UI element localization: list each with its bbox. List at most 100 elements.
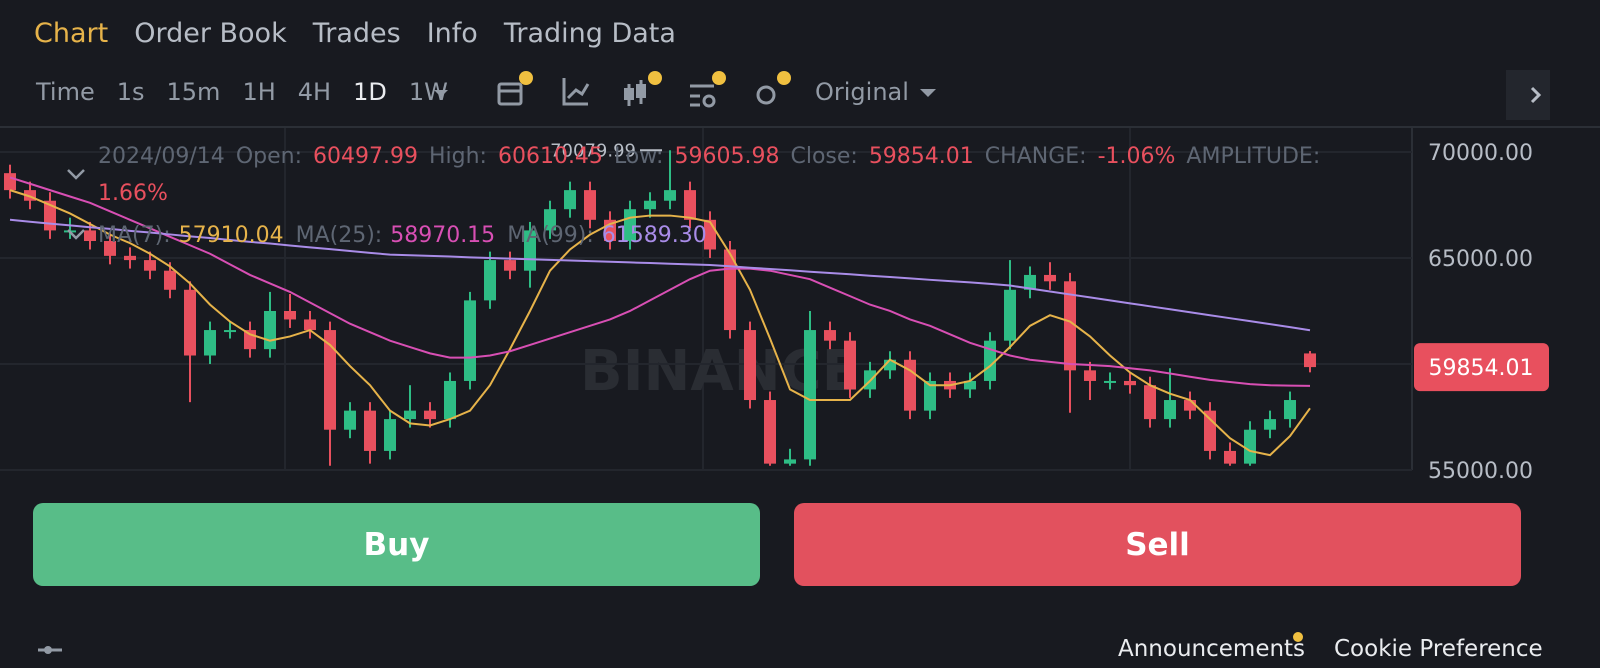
info-field: Close: bbox=[790, 144, 857, 169]
settings-icon[interactable] bbox=[36, 642, 66, 668]
candle-body bbox=[744, 330, 756, 401]
price-tag-label: 59854.01 bbox=[1429, 356, 1534, 381]
tab[interactable]: Trading Data bbox=[503, 18, 676, 49]
candle-body bbox=[344, 410, 356, 430]
calendar-icon[interactable] bbox=[497, 82, 523, 106]
info-field: High: bbox=[429, 144, 487, 169]
buy-button[interactable]: Buy bbox=[33, 503, 760, 586]
candle-body bbox=[404, 410, 416, 420]
y-tick-label: 65000.00 bbox=[1428, 247, 1533, 272]
watermark: BINANCE bbox=[580, 339, 860, 404]
candle-body bbox=[124, 255, 136, 261]
tab[interactable]: Order Book bbox=[134, 18, 287, 49]
candle-body bbox=[564, 190, 576, 210]
tab[interactable]: Chart bbox=[34, 18, 109, 49]
candle-body bbox=[164, 270, 176, 290]
info-field: Low: bbox=[614, 144, 664, 169]
scroll-right[interactable] bbox=[1506, 70, 1550, 120]
notification-dot bbox=[1293, 632, 1303, 642]
dropdown-caret bbox=[919, 89, 936, 97]
candle-body bbox=[584, 190, 596, 220]
legend-name: MA(25): bbox=[296, 223, 383, 248]
y-tick-label: 70000.00 bbox=[1428, 141, 1533, 166]
candle-body bbox=[1184, 400, 1196, 411]
tab[interactable]: Trades bbox=[312, 18, 401, 49]
candle-body bbox=[224, 330, 236, 333]
timeframe[interactable]: 1s bbox=[116, 78, 145, 106]
info-field: 60610.45 bbox=[498, 144, 603, 169]
candle-body bbox=[84, 230, 96, 242]
sell-button[interactable]: Sell bbox=[794, 503, 1521, 586]
toolbar-icons bbox=[497, 71, 791, 108]
ma-line bbox=[9, 218, 1311, 332]
timeframe[interactable]: 15m bbox=[166, 78, 221, 106]
candle-body bbox=[1164, 400, 1176, 420]
candle-body bbox=[1044, 274, 1056, 282]
candle-body bbox=[424, 410, 436, 420]
info-field: 59605.98 bbox=[674, 144, 779, 169]
candle-body bbox=[884, 359, 896, 371]
candle-body bbox=[1244, 429, 1256, 464]
view-select[interactable]: Original bbox=[815, 78, 939, 106]
info-field: 60497.99 bbox=[313, 144, 418, 169]
candle-body bbox=[644, 200, 656, 210]
candle-body bbox=[364, 410, 376, 451]
info-field: -1.06% bbox=[1098, 144, 1176, 169]
info-field: CHANGE: bbox=[985, 144, 1087, 169]
view-label: Original bbox=[815, 78, 909, 106]
legend-value: 57910.04 bbox=[179, 223, 284, 248]
candle-body bbox=[1144, 385, 1156, 420]
ma-line bbox=[9, 189, 1311, 457]
info-field: AMPLITUDE: bbox=[1186, 144, 1320, 169]
price-tag bbox=[1414, 343, 1549, 392]
candle-body bbox=[204, 330, 216, 356]
candle-body bbox=[924, 380, 936, 411]
legend-value: 61589.30 bbox=[602, 223, 707, 248]
high-label: 70079.99 bbox=[550, 140, 636, 161]
cookie-link[interactable]: Cookie Preference bbox=[1334, 636, 1543, 662]
ma-legend: MA(7): 57910.04 MA(25): 58970.15 MA(99): 6158… bbox=[98, 223, 707, 248]
timeframe[interactable]: Time bbox=[36, 78, 95, 106]
indicator-icon[interactable] bbox=[562, 78, 588, 106]
candle-body bbox=[24, 190, 36, 201]
timeframe[interactable]: 4H bbox=[297, 78, 332, 106]
candle-body bbox=[4, 173, 16, 191]
timeframe-bar: Time 1s 15m 1H 4H 1D 1W bbox=[36, 78, 448, 106]
candle-body bbox=[1004, 289, 1016, 341]
collapse-icon[interactable] bbox=[67, 229, 85, 240]
candle-body bbox=[664, 190, 676, 201]
gear-icon[interactable] bbox=[756, 85, 776, 105]
timeframe[interactable]: 1D bbox=[353, 78, 387, 106]
candle-body bbox=[784, 459, 796, 464]
candle-body bbox=[1224, 450, 1236, 464]
y-tick-label: 55000.00 bbox=[1428, 459, 1533, 480]
candle-body bbox=[1024, 274, 1036, 290]
legend-name: MA(99): bbox=[507, 223, 594, 248]
candle-body bbox=[804, 330, 816, 460]
candle-body bbox=[1264, 419, 1276, 430]
collapse-icon[interactable] bbox=[67, 169, 85, 180]
candle-body bbox=[1204, 410, 1216, 451]
candle-body bbox=[844, 340, 856, 390]
candle-body bbox=[524, 230, 536, 271]
candle-body bbox=[264, 310, 276, 350]
candle-body bbox=[284, 310, 296, 320]
timeframe[interactable]: 1H bbox=[242, 78, 276, 106]
candle-body bbox=[1084, 370, 1096, 381]
ohlc-info: 2024/09/14 Open: 60497.99 High: 60610.45 Low:… bbox=[98, 144, 1320, 169]
tab[interactable]: Info bbox=[426, 18, 478, 49]
chart: BINANCE 55000.0060000.0065000.0070000.00… bbox=[0, 126, 1600, 480]
announcements-link[interactable]: Announcements bbox=[1118, 636, 1306, 662]
candle-body bbox=[824, 330, 836, 341]
candle-body bbox=[1124, 380, 1136, 386]
dropdown-caret[interactable] bbox=[430, 84, 452, 104]
candle-body bbox=[964, 380, 976, 390]
candle-body bbox=[244, 330, 256, 350]
legend-value: 58970.15 bbox=[390, 223, 495, 248]
candle-body bbox=[1284, 400, 1296, 420]
candle-body bbox=[464, 300, 476, 381]
candle-body bbox=[684, 190, 696, 220]
info-field: Open: bbox=[236, 144, 302, 169]
candle-body bbox=[544, 209, 556, 231]
